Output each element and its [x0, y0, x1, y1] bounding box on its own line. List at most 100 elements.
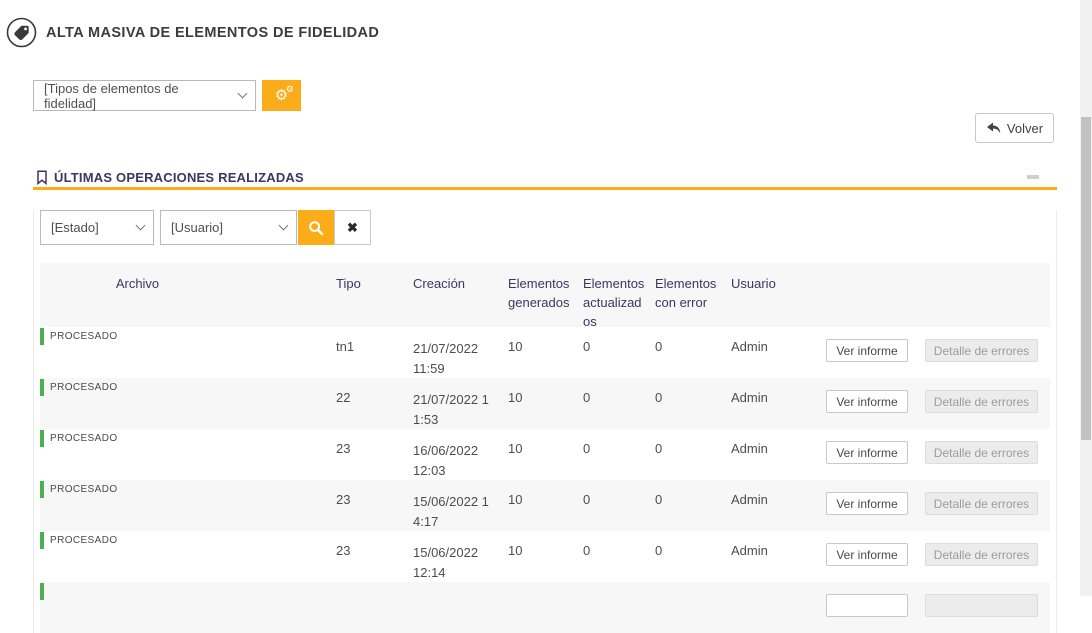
panel-title: ÚLTIMAS OPERACIONES REALIZADAS	[54, 169, 304, 185]
detalle-errores-button[interactable]: Detalle de errores	[925, 390, 1038, 413]
status-indicator	[40, 532, 44, 549]
usuario-value: Admin	[731, 339, 768, 354]
usuario-select[interactable]: [Usuario]	[160, 210, 297, 245]
panel-body: [Estado] [Usuario] ✖	[33, 210, 1057, 633]
status-badge: PROCESADO	[50, 484, 118, 495]
chevron-down-icon	[237, 88, 248, 99]
search-icon	[308, 220, 324, 236]
creacion-value: 16/06/2022 12:03	[413, 443, 479, 478]
generados-value: 10	[508, 441, 523, 456]
operations-filter-row: [Estado] [Usuario] ✖	[40, 210, 1050, 245]
usuario-value: Admin	[731, 441, 768, 456]
ver-informe-button[interactable]	[826, 594, 908, 617]
actualizados-value: 0	[583, 390, 591, 405]
ver-informe-button[interactable]: Ver informe	[826, 390, 908, 413]
ver-informe-button[interactable]: Ver informe	[826, 441, 908, 464]
generados-value: 10	[508, 543, 523, 558]
usuario-value: Admin	[731, 390, 768, 405]
operations-table: Archivo Tipo Creación Elementos generado…	[40, 263, 1050, 633]
page-header: ALTA MASIVA DE ELEMENTOS DE FIDELIDAD	[6, 17, 379, 48]
detalle-errores-button[interactable]: Detalle de errores	[925, 492, 1038, 515]
back-button[interactable]: Volver	[975, 113, 1054, 143]
tipo-value: 23	[336, 441, 351, 456]
clear-filters-button[interactable]: ✖	[334, 210, 371, 245]
ver-informe-button[interactable]: Ver informe	[826, 492, 908, 515]
table-row: PROCESADO 23 15/06/2022 1 4:17 10 0 0 Ad…	[40, 480, 1050, 531]
detalle-errores-button[interactable]: Detalle de errores	[925, 441, 1038, 464]
back-arrow-icon	[986, 122, 1001, 135]
generados-value: 10	[508, 390, 523, 405]
status-badge: PROCESADO	[50, 433, 118, 444]
tipo-value	[330, 582, 408, 633]
type-filter-row: [Tipos de elementos de fidelidad] ⚙ ⚙	[33, 80, 301, 111]
actualizados-value: 0	[583, 339, 591, 354]
table-row: PROCESADO 23 16/06/2022 12:03 10 0 0 Adm…	[40, 429, 1050, 480]
status-indicator	[40, 328, 44, 345]
generados-value: 10	[508, 492, 523, 507]
creacion-value: 15/06/2022 1 4:17	[413, 494, 489, 529]
errores-value: 0	[655, 543, 663, 558]
tipo-value: 23	[336, 543, 351, 558]
table-row: PROCESADO 22 21/07/2022 1 1:53 10 0 0 Ad…	[40, 378, 1050, 429]
panel-header: ÚLTIMAS OPERACIONES REALIZADAS	[33, 167, 1057, 190]
errores-value: 0	[655, 492, 663, 507]
status-indicator	[40, 481, 44, 498]
generados-value: 10	[508, 339, 523, 354]
col-archivo: Archivo	[115, 276, 160, 291]
status-indicator	[40, 583, 44, 600]
usuario-value: [Usuario]	[171, 220, 224, 235]
usuario-value	[726, 582, 822, 633]
col-tipo: Tipo	[336, 276, 361, 291]
back-button-label: Volver	[1006, 120, 1044, 136]
ver-informe-button[interactable]: Ver informe	[826, 339, 908, 362]
actualizados-value: 0	[583, 441, 591, 456]
table-row	[40, 582, 1050, 633]
usuario-value: Admin	[731, 492, 768, 507]
creacion-value	[408, 582, 505, 633]
errores-value: 0	[655, 390, 663, 405]
process-settings-button[interactable]: ⚙ ⚙	[262, 80, 301, 111]
collapse-panel-button[interactable]	[1027, 175, 1039, 179]
actualizados-value: 0	[583, 543, 591, 558]
cogs-icon: ⚙	[274, 87, 289, 104]
errores-value	[652, 582, 726, 633]
tipo-value: 22	[336, 390, 351, 405]
detalle-errores-button[interactable]	[925, 594, 1038, 617]
last-operations-panel: ÚLTIMAS OPERACIONES REALIZADAS [Estado] …	[33, 167, 1057, 633]
bookmark-icon	[36, 169, 48, 185]
status-badge: PROCESADO	[50, 382, 118, 393]
errores-value: 0	[655, 441, 663, 456]
chevron-down-icon	[135, 220, 146, 231]
creacion-value: 21/07/2022 1 1:53	[413, 392, 489, 427]
col-elementos-generados: Elementos generados	[508, 276, 570, 310]
close-icon: ✖	[347, 219, 358, 235]
creacion-value: 15/06/2022 12:14	[413, 545, 479, 580]
chevron-down-icon	[278, 220, 289, 231]
col-creacion: Creación	[413, 276, 466, 291]
status-badge: PROCESADO	[50, 331, 118, 342]
scrollbar-thumb[interactable]	[1081, 117, 1091, 440]
detalle-errores-button[interactable]: Detalle de errores	[925, 339, 1038, 362]
errores-value: 0	[655, 339, 663, 354]
ver-informe-button[interactable]: Ver informe	[826, 543, 908, 566]
status-badge: PROCESADO	[50, 535, 118, 546]
detalle-errores-button[interactable]: Detalle de errores	[925, 543, 1038, 566]
usuario-value: Admin	[731, 543, 768, 558]
type-filter-select[interactable]: [Tipos de elementos de fidelidad]	[33, 80, 256, 111]
tag-icon	[6, 17, 37, 48]
actualizados-value	[580, 582, 652, 633]
col-usuario: Usuario	[731, 276, 776, 291]
status-indicator	[40, 430, 44, 447]
search-button[interactable]	[298, 210, 334, 245]
estado-value: [Estado]	[51, 220, 99, 235]
page-title: ALTA MASIVA DE ELEMENTOS DE FIDELIDAD	[46, 24, 380, 41]
col-elementos-actualizados: Elementos actualizad os	[583, 276, 645, 329]
estado-select[interactable]: [Estado]	[40, 210, 154, 245]
col-elementos-con-error: Elementos con error	[655, 276, 717, 310]
creacion-value: 21/07/2022 11:59	[413, 341, 479, 376]
status-indicator	[40, 379, 44, 396]
scrollbar-track[interactable]	[1080, 0, 1092, 596]
table-row: PROCESADO tn1 21/07/2022 11:59 10 0 0 Ad…	[40, 327, 1050, 378]
table-header-row: Archivo Tipo Creación Elementos generado…	[40, 263, 1050, 329]
type-filter-value: [Tipos de elementos de fidelidad]	[44, 80, 179, 111]
